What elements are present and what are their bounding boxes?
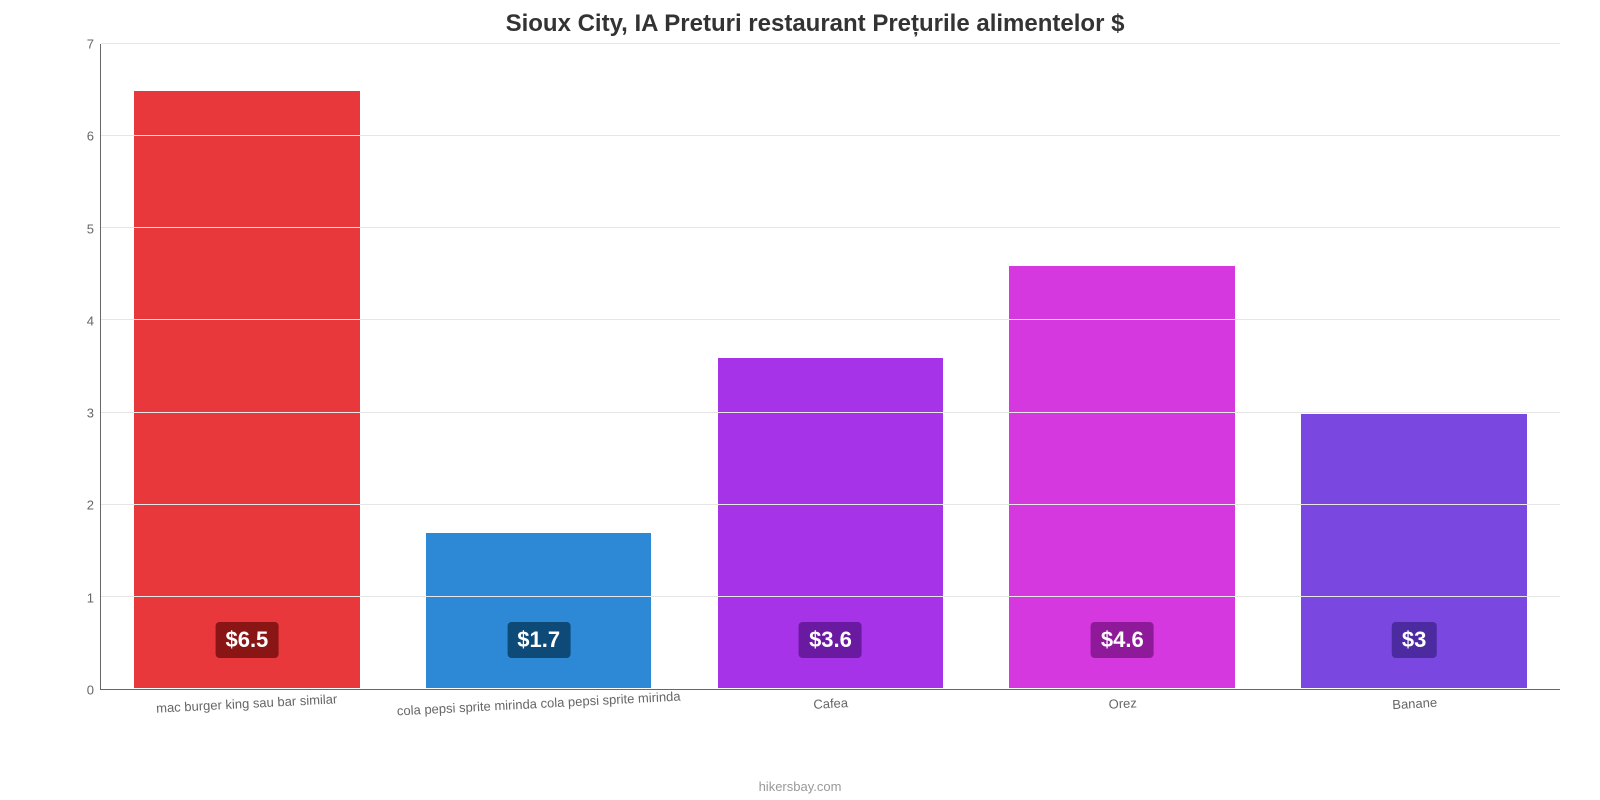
bar: $1.7 [425, 532, 653, 689]
y-tick-label: 2 [87, 498, 94, 513]
gridline [101, 596, 1560, 597]
bar: $6.5 [133, 90, 361, 689]
x-axis: mac burger king sau bar similarcola peps… [100, 690, 1560, 740]
chart-title: Sioux City, IA Preturi restaurant Prețur… [70, 10, 1560, 38]
gridline [101, 412, 1560, 413]
x-tick-label: Orez [976, 682, 1270, 747]
y-tick-label: 6 [87, 129, 94, 144]
y-tick-label: 7 [87, 37, 94, 52]
attribution: hikersbay.com [0, 779, 1600, 794]
bar-slot: $3.6 [685, 44, 977, 689]
bar-slot: $6.5 [101, 44, 393, 689]
gridline [101, 43, 1560, 44]
bar: $4.6 [1008, 265, 1236, 689]
plot-row: 01234567 $6.5$1.7$3.6$4.6$3 [70, 44, 1560, 690]
gridline [101, 319, 1560, 320]
y-axis: 01234567 [70, 44, 100, 690]
value-badge: $6.5 [215, 622, 278, 658]
bar: $3 [1300, 413, 1528, 689]
y-tick-label: 0 [87, 683, 94, 698]
x-tick-label: Cafea [684, 682, 978, 747]
price-bar-chart: Sioux City, IA Preturi restaurant Prețur… [0, 0, 1600, 800]
x-tick-label: Banane [1268, 682, 1562, 747]
x-tick-label: mac burger king sau bar similar [100, 682, 394, 747]
value-badge: $1.7 [507, 622, 570, 658]
value-badge: $3.6 [799, 622, 862, 658]
value-badge: $4.6 [1091, 622, 1154, 658]
y-tick-label: 4 [87, 313, 94, 328]
value-badge: $3 [1392, 622, 1436, 658]
bar: $3.6 [717, 357, 945, 689]
bar-slot: $3 [1268, 44, 1560, 689]
y-tick-label: 5 [87, 221, 94, 236]
gridline [101, 504, 1560, 505]
x-tick-label: cola pepsi sprite mirinda cola pepsi spr… [392, 682, 686, 747]
bar-slot: $4.6 [976, 44, 1268, 689]
y-tick-label: 3 [87, 406, 94, 421]
bars-container: $6.5 $1.7 $3.6 $4.6 $3 [101, 44, 1560, 689]
gridline [101, 135, 1560, 136]
bar-slot: $1.7 [393, 44, 685, 689]
y-tick-label: 1 [87, 590, 94, 605]
gridline [101, 227, 1560, 228]
plot-area: $6.5 $1.7 $3.6 $4.6 $3 [100, 44, 1560, 690]
